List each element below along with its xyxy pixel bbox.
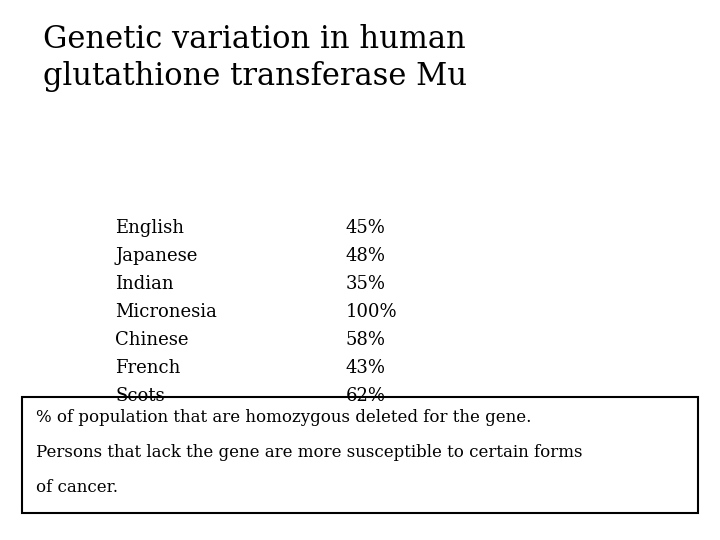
Text: Scots: Scots <box>115 387 165 405</box>
Text: Japanese: Japanese <box>115 247 197 265</box>
Text: Indian: Indian <box>115 275 174 293</box>
Text: 43%: 43% <box>346 359 386 377</box>
Text: 62%: 62% <box>346 387 386 405</box>
Text: 48%: 48% <box>346 247 386 265</box>
FancyBboxPatch shape <box>22 397 698 513</box>
Text: 58%: 58% <box>346 331 386 349</box>
Text: % of population that are homozygous deleted for the gene.: % of population that are homozygous dele… <box>36 409 531 426</box>
Text: 100%: 100% <box>346 303 397 321</box>
Text: of cancer.: of cancer. <box>36 479 118 496</box>
Text: French: French <box>115 359 181 377</box>
Text: 35%: 35% <box>346 275 386 293</box>
Text: English: English <box>115 219 184 237</box>
Text: Genetic variation in human
glutathione transferase Mu: Genetic variation in human glutathione t… <box>43 24 467 92</box>
Text: 45%: 45% <box>346 219 385 237</box>
Text: Micronesia: Micronesia <box>115 303 217 321</box>
Text: Chinese: Chinese <box>115 331 189 349</box>
Text: Persons that lack the gene are more susceptible to certain forms: Persons that lack the gene are more susc… <box>36 444 582 461</box>
